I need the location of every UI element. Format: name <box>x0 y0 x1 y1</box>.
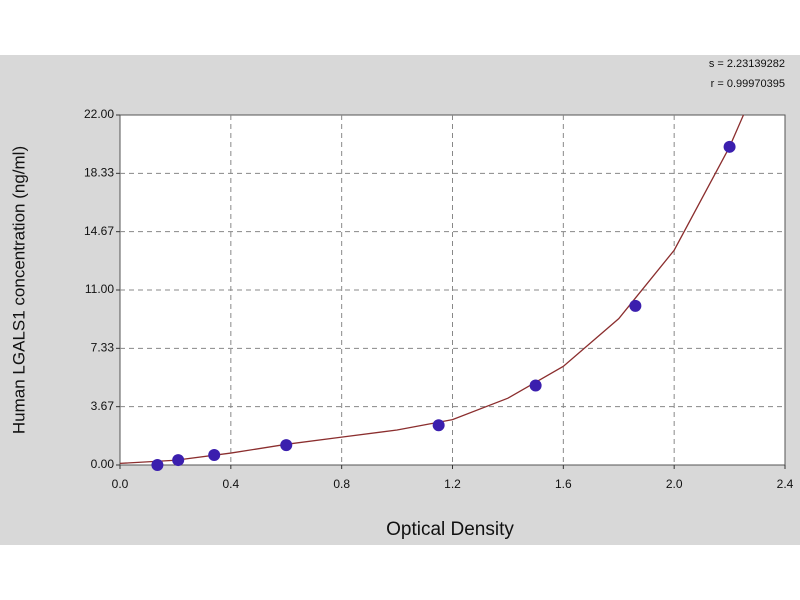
x-tick-label: 0.4 <box>222 477 239 491</box>
annotation: s = 2.23139282 <box>709 58 785 70</box>
y-tick-label: 14.67 <box>84 224 114 238</box>
y-tick-label: 3.67 <box>91 399 115 413</box>
data-point <box>432 419 445 432</box>
y-tick-label: 11.00 <box>85 282 114 296</box>
fit-curve <box>119 114 745 465</box>
x-tick-label: 2.4 <box>777 477 794 491</box>
data-point <box>629 299 642 312</box>
x-axis-label: Optical Density <box>386 519 514 540</box>
data-point <box>529 379 542 392</box>
data-point <box>723 140 736 153</box>
y-tick-label: 7.33 <box>91 341 115 355</box>
x-tick-label: 2.0 <box>666 477 683 491</box>
y-tick-label: 0.00 <box>91 457 115 471</box>
x-tick-label: 0.8 <box>333 477 350 491</box>
x-tick-label: 1.2 <box>444 477 461 491</box>
x-tick-label: 1.6 <box>555 477 572 491</box>
data-point <box>172 454 185 467</box>
y-tick-label: 22.00 <box>84 107 114 121</box>
y-axis-label: Human LGALS1 concentration (ng/ml) <box>9 146 28 434</box>
annotation: r = 0.99970395 <box>711 78 785 90</box>
y-tick-label: 18.33 <box>84 166 114 180</box>
x-tick-label: 0.0 <box>112 477 129 491</box>
data-point <box>208 448 221 461</box>
data-point <box>280 439 293 452</box>
data-point <box>151 459 164 471</box>
